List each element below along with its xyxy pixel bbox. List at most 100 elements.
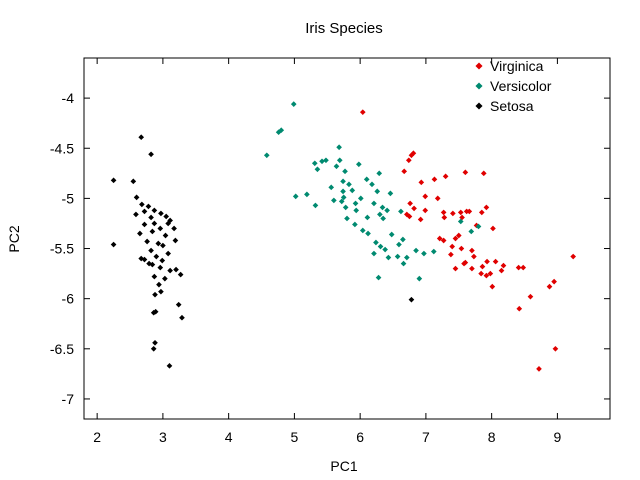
point-versicolor [377,243,384,250]
point-versicolor [371,250,377,257]
point-setosa [148,247,154,254]
point-virginica [479,263,486,270]
point-virginica [516,305,523,312]
legend-item-versicolor: Versicolor [475,78,552,94]
point-versicolor [340,188,346,195]
point-virginica [570,253,577,260]
point-virginica [436,235,443,242]
x-tick-label: 9 [554,429,562,445]
y-tick-label: -4.5 [50,140,74,156]
point-setosa [149,228,156,235]
point-versicolor [400,260,407,267]
x-tick-label: 3 [159,429,167,445]
point-virginica [469,265,475,272]
point-setosa [408,296,415,303]
point-virginica [440,237,447,244]
point-virginica [455,232,462,239]
point-setosa [167,267,173,274]
point-virginica [434,195,441,202]
point-setosa [162,232,169,239]
point-versicolor [421,250,427,257]
point-versicolor [388,231,395,238]
point-setosa [137,230,143,237]
point-versicolor [304,191,310,198]
point-setosa [138,134,145,141]
point-versicolor [376,170,383,177]
point-setosa [110,177,117,184]
point-virginica [457,209,464,216]
point-virginica [483,204,490,211]
point-versicolor [311,160,318,167]
point-versicolor [275,129,282,136]
point-setosa [148,151,154,158]
axis-ticks: 2 3 4 5 6 7 8 9 -4 -4.5 -5 -5.5 -6 -6.5 -7 [50,58,610,445]
point-setosa [157,225,164,232]
point-versicolor [365,230,371,237]
point-versicolor [333,163,340,170]
point-virginica [487,270,494,277]
point-versicolor [416,275,423,282]
legend-item-setosa: Setosa [475,98,534,114]
point-virginica [407,200,413,207]
point-versicolor [352,200,359,207]
point-virginica [442,173,449,180]
point-versicolor [364,214,371,221]
point-virginica [450,210,456,217]
x-tick-label: 5 [291,429,299,445]
y-axis-label: PC2 [6,225,22,252]
point-setosa [159,257,166,264]
point-versicolor [290,101,297,107]
point-versicolor [352,221,358,228]
point-setosa [166,363,173,369]
point-setosa [110,241,117,248]
point-versicolor [359,227,366,234]
point-setosa [153,253,160,260]
point-setosa [141,208,148,215]
point-versicolor [373,239,379,246]
point-setosa [156,281,162,288]
point-virginica [452,235,459,242]
point-virginica [359,109,366,115]
point-virginica [462,169,469,176]
point-setosa [144,238,150,245]
point-virginica [422,193,429,200]
point-setosa [152,339,158,346]
point-versicolor [336,144,342,151]
point-virginica [552,345,559,352]
point-virginica [461,260,467,267]
point-setosa [151,207,158,214]
x-tick-label: 7 [422,429,430,445]
point-setosa [130,178,137,185]
point-virginica [417,216,424,223]
point-virginica [448,251,454,258]
point-virginica [471,253,477,260]
point-setosa [150,345,157,352]
point-versicolor [457,218,464,225]
point-versicolor [340,194,347,201]
point-virginica [418,179,425,186]
point-setosa [163,213,170,220]
x-tick-label: 4 [225,429,233,445]
point-setosa [139,201,145,208]
point-virginica [515,264,522,271]
point-virginica [431,176,438,183]
point-versicolor [375,274,382,281]
point-setosa [173,266,179,273]
point-setosa [145,203,152,210]
point-virginica [458,245,465,252]
point-virginica [401,168,408,175]
point-virginica [469,247,475,254]
point-versicolor [475,223,482,230]
point-setosa [152,308,159,315]
point-virginica [484,258,490,265]
point-virginica [405,157,412,164]
point-setosa [149,261,156,268]
point-versicolor [371,200,377,207]
point-setosa [165,250,171,257]
point-setosa [177,271,184,278]
point-versicolor [342,168,348,175]
point-virginica [406,213,413,220]
point-virginica [546,283,553,290]
point-setosa [133,194,140,201]
